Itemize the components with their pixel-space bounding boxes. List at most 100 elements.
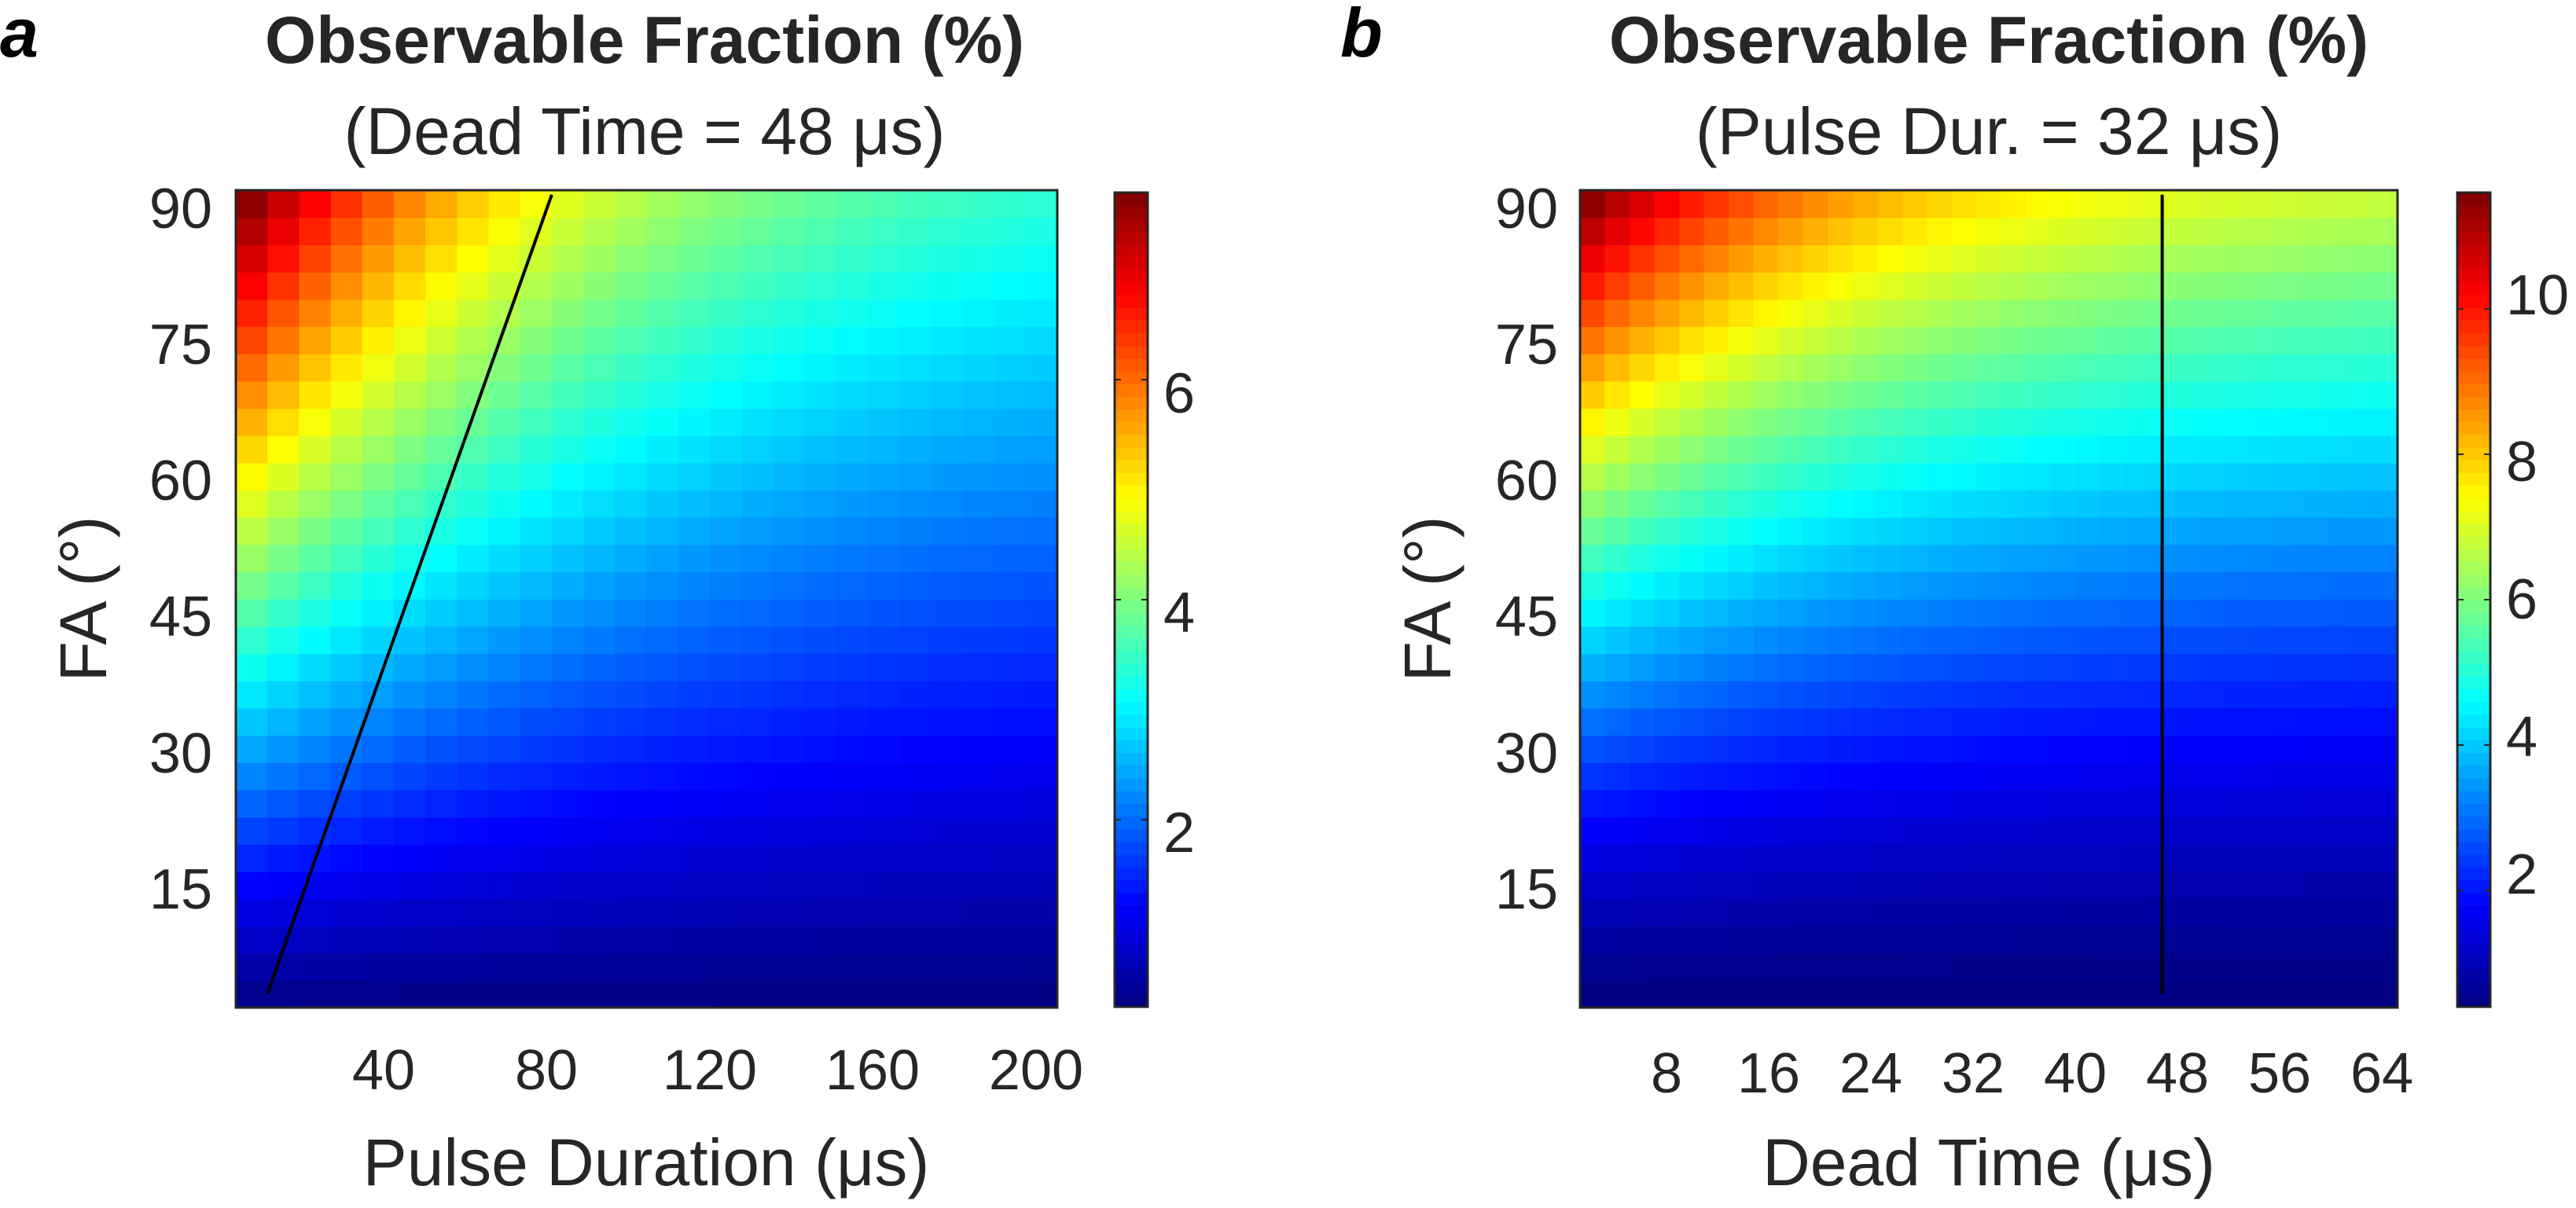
panel-b-heat-cell: [1580, 571, 1606, 600]
panel-b-heat-cell: [1927, 898, 1953, 927]
panel-b-colorbar-segment: [2457, 396, 2490, 409]
panel-a-heat-cell: [709, 490, 742, 518]
panel-a-heat-cell: [330, 244, 363, 273]
panel-b-heat-cell: [1753, 980, 1779, 1008]
panel-a-heat-cell: [488, 735, 521, 763]
panel-a-heat-cell: [267, 517, 300, 545]
panel-b-heat-cell: [2273, 408, 2299, 436]
panel-a-heat-cell: [520, 380, 553, 409]
panel-a-heat-cell: [299, 762, 332, 791]
panel-b-heat-cell: [1703, 490, 1729, 518]
panel-a-heat-cell: [520, 817, 553, 845]
panel-b-heat-cell: [2224, 244, 2250, 273]
panel-b-heat-cell: [1753, 762, 1779, 791]
panel-a-heat-cell: [646, 953, 679, 982]
panel-b-heat-cell: [2199, 244, 2225, 273]
panel-a-heat-cell: [931, 299, 964, 328]
panel-a-heat-cell: [931, 435, 964, 464]
panel-b-heat-cell: [2075, 871, 2101, 900]
panel-b-heat-cell: [1604, 354, 1630, 382]
panel-a-heat-cell: [330, 571, 363, 600]
panel-b-heat-cell: [1927, 217, 1953, 246]
panel-b-heat-cell: [2224, 707, 2250, 736]
panel-a-heat-cell: [330, 272, 363, 300]
panel-b-heat-cell: [2050, 626, 2077, 655]
panel-a-heat-cell: [804, 244, 837, 273]
panel-a-heat-cell: [236, 898, 268, 927]
panel-a-heat-cell: [520, 762, 553, 791]
panel-b-heat-cell: [2100, 354, 2126, 382]
panel-a-heat-cell: [931, 871, 964, 900]
panel-b-heat-cell: [2372, 272, 2398, 300]
panel-a-heat-cell: [709, 980, 742, 1008]
panel-a-colorbar-segment: [1115, 726, 1148, 740]
panel-b-colorbar-segment: [2457, 294, 2490, 308]
panel-b-heat-cell: [1951, 817, 1978, 845]
panel-b-heat-cell: [1729, 517, 1755, 545]
panel-a-heat-cell: [899, 544, 932, 573]
panel-b-heat-cell: [2001, 272, 2027, 300]
panel-a-colorbar-segment: [1115, 218, 1148, 232]
panel-a-heat-cell: [773, 544, 806, 573]
panel-a-heat-cell: [551, 490, 584, 518]
panel-a-heat-cell: [425, 953, 458, 982]
panel-a-heat-cell: [236, 735, 268, 763]
panel-b-heat-cell: [2323, 707, 2349, 736]
panel-b-heat-cell: [2347, 653, 2374, 681]
panel-b-heat-cell: [2026, 517, 2052, 545]
panel-b-heat-cell: [1852, 571, 1878, 600]
panel-b-heat-cell: [2248, 299, 2275, 328]
panel-b-heat-cell: [2174, 626, 2200, 655]
panel-b-heat-cell: [1877, 871, 1903, 900]
panel-b-heat-cell: [1778, 354, 1804, 382]
panel-b-heat-cell: [1580, 435, 1606, 464]
panel-b-heat-cell: [1729, 653, 1755, 681]
panel-b-heat-cell: [2248, 735, 2275, 763]
panel-b-cbar-tick-6: 6: [2506, 568, 2537, 631]
panel-b-colorbar-segment: [2457, 536, 2490, 550]
panel-b-heat-cell: [2248, 217, 2275, 246]
panel-a-heat-cell: [867, 435, 900, 464]
panel-b-heat-cell: [2298, 462, 2324, 491]
panel-b-heat-cell: [1778, 626, 1804, 655]
panel-a-ytick-30: 30: [149, 722, 212, 785]
panel-b-heat-cell: [1902, 517, 1928, 545]
panel-b-heat-cell: [1902, 217, 1928, 246]
panel-a-heat-cell: [551, 326, 584, 354]
panel-b-heat-cell: [1679, 898, 1705, 927]
panel-a-heat-cell: [520, 299, 553, 328]
panel-b-heat-cell: [2174, 326, 2200, 354]
panel-b-heat-cell: [2372, 517, 2398, 545]
panel-a-heat-cell: [931, 190, 964, 218]
panel-a-heat-cell: [678, 653, 711, 681]
panel-b-heat-cell: [1852, 898, 1878, 927]
panel-a-heat-cell: [1025, 217, 1058, 246]
panel-a-heat-cell: [741, 762, 774, 791]
panel-b-heat-cell: [1729, 898, 1755, 927]
panel-b-heat-cell: [1802, 408, 1828, 436]
panel-a-heat-cell: [678, 898, 711, 927]
panel-b-heat-cell: [1753, 244, 1779, 273]
panel-b-heat-cell: [1604, 980, 1630, 1008]
panel-a-heat-cell: [931, 762, 964, 791]
panel-b-heat-cell: [2174, 653, 2200, 681]
panel-b-heat-cell: [2323, 354, 2349, 382]
panel-b-heat-cell: [1654, 354, 1680, 382]
panel-a-colorbar-segment: [1115, 574, 1148, 588]
panel-b-heat-cell: [1802, 272, 1828, 300]
panel-b-colorbar-segment: [2457, 828, 2490, 843]
panel-a-heat-cell: [931, 490, 964, 518]
panel-a-heat-cell: [425, 299, 458, 328]
panel-a-heat-cell: [804, 217, 837, 246]
panel-a-heat-cell: [236, 599, 268, 627]
panel-a-heat-cell: [931, 653, 964, 681]
panel-b-colorbar-segment: [2457, 993, 2490, 1008]
panel-a-heat-cell: [773, 244, 806, 273]
panel-a-heat-cell: [678, 599, 711, 627]
panel-a-heat-cell: [931, 707, 964, 736]
panel-b-heat-cell: [2372, 599, 2398, 627]
panel-b-heat-cell: [2273, 435, 2299, 464]
panel-a-heat-cell: [1025, 789, 1058, 818]
panel-b-heat-cell: [2323, 380, 2349, 409]
panel-a-heat-cell: [299, 462, 332, 491]
